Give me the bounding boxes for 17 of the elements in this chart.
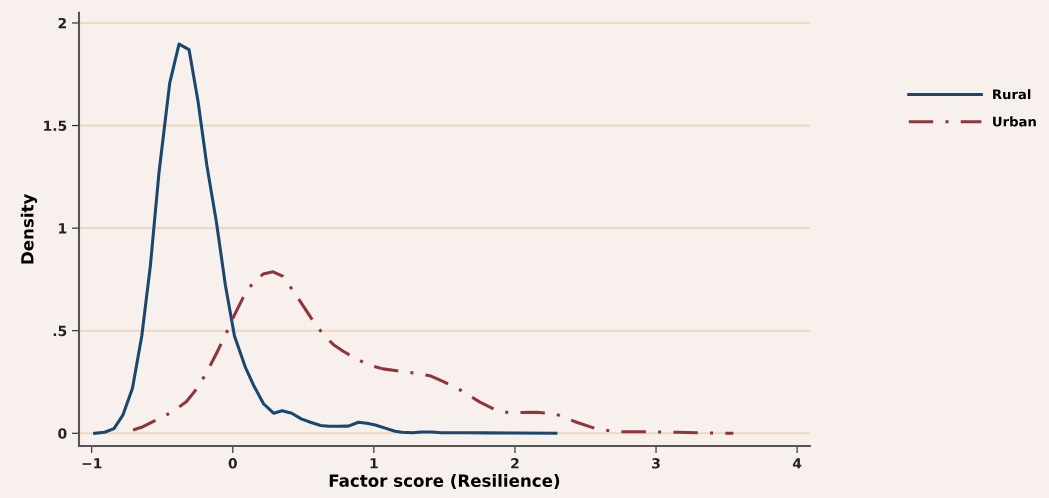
x-tick-label: 0 — [228, 458, 237, 469]
x-tick-label: 4 — [792, 458, 802, 469]
x-tick-label: 2 — [511, 458, 519, 469]
x-tick-label: 3 — [652, 458, 660, 469]
x-tick-label: −1 — [82, 458, 102, 469]
y-tick-label: 0 — [58, 428, 67, 439]
text: Rural — [993, 89, 1031, 100]
y-tick-label: 1 — [59, 223, 67, 234]
line-series — [93, 42, 558, 435]
line-series — [131, 270, 735, 435]
y-tick-label: 2 — [58, 17, 66, 29]
text: Urban — [993, 116, 1036, 127]
x-tick-label: 1 — [370, 458, 378, 469]
y-tick-label: 1.5 — [44, 120, 67, 132]
y-tick-label: .5 — [53, 325, 67, 337]
y-axis-title: Density — [20, 193, 38, 264]
x-axis-title: Factor score (Resilience) — [329, 474, 560, 489]
